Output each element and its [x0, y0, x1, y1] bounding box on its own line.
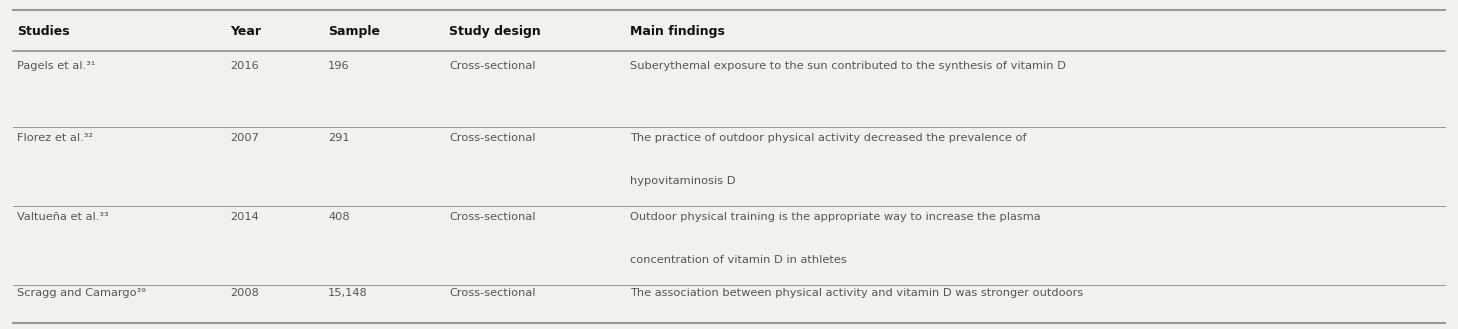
- Text: 2014: 2014: [230, 212, 260, 222]
- Text: 196: 196: [328, 61, 350, 71]
- Text: Cross-sectional: Cross-sectional: [449, 133, 535, 143]
- Text: concentration of vitamin D in athletes: concentration of vitamin D in athletes: [630, 255, 847, 265]
- Text: 2007: 2007: [230, 133, 260, 143]
- Text: Suberythemal exposure to the sun contributed to the synthesis of vitamin D: Suberythemal exposure to the sun contrib…: [630, 61, 1066, 71]
- Text: Sample: Sample: [328, 25, 381, 38]
- Text: Cross-sectional: Cross-sectional: [449, 61, 535, 71]
- Text: hypovitaminosis D: hypovitaminosis D: [630, 176, 735, 186]
- Text: 2016: 2016: [230, 61, 260, 71]
- Text: 2008: 2008: [230, 288, 260, 298]
- Text: Studies: Studies: [17, 25, 70, 38]
- Text: Study design: Study design: [449, 25, 541, 38]
- Text: Year: Year: [230, 25, 261, 38]
- Text: 408: 408: [328, 212, 350, 222]
- Text: The association between physical activity and vitamin D was stronger outdoors: The association between physical activit…: [630, 288, 1083, 298]
- Text: 15,148: 15,148: [328, 288, 367, 298]
- Text: Main findings: Main findings: [630, 25, 725, 38]
- Text: Pagels et al.³¹: Pagels et al.³¹: [17, 61, 96, 71]
- Text: Scragg and Camargo³⁹: Scragg and Camargo³⁹: [17, 288, 146, 298]
- Text: Valtueña et al.³³: Valtueña et al.³³: [17, 212, 109, 222]
- Text: Florez et al.³²: Florez et al.³²: [17, 133, 93, 143]
- Text: Cross-sectional: Cross-sectional: [449, 288, 535, 298]
- Text: 291: 291: [328, 133, 350, 143]
- Text: Cross-sectional: Cross-sectional: [449, 212, 535, 222]
- Text: The practice of outdoor physical activity decreased the prevalence of: The practice of outdoor physical activit…: [630, 133, 1026, 143]
- Text: Outdoor physical training is the appropriate way to increase the plasma: Outdoor physical training is the appropr…: [630, 212, 1041, 222]
